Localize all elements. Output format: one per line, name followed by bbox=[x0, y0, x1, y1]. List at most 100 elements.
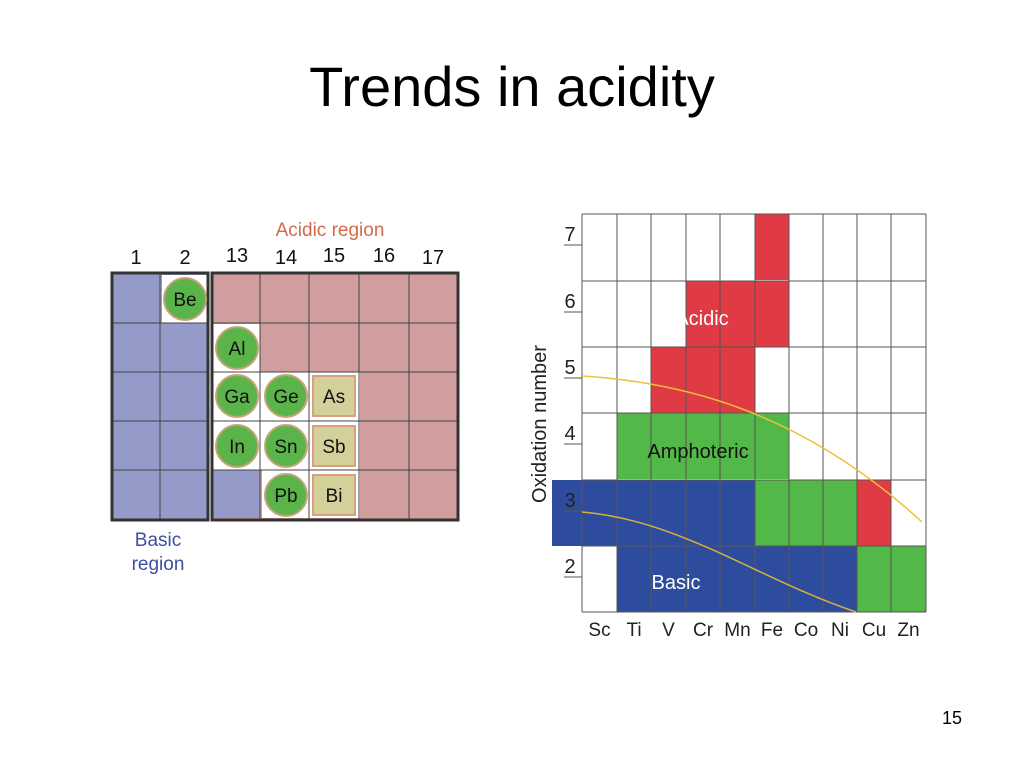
empty-cell bbox=[823, 214, 857, 280]
upper-trend-line bbox=[581, 375, 923, 523]
empty-cell bbox=[857, 281, 891, 347]
empty-cell bbox=[582, 214, 617, 280]
empty-cell bbox=[582, 546, 617, 612]
oxidation-chart: Acidic Amphoteric Basic 7 6 5 4 3 2 Sc Ti V Cr Mn… bbox=[529, 213, 927, 641]
empty-cell bbox=[651, 214, 686, 280]
amphoteric-cell bbox=[686, 413, 720, 479]
main-block-border bbox=[210, 271, 460, 522]
element-symbol: Sn bbox=[274, 437, 297, 458]
empty-cell bbox=[617, 281, 651, 347]
element-cell: Ga bbox=[215, 374, 259, 418]
group-header: 13 bbox=[226, 245, 248, 267]
empty-cell bbox=[891, 347, 926, 413]
y-tick-label: 3 bbox=[564, 490, 575, 512]
group-header: 1 bbox=[130, 247, 141, 269]
y-axis-label: Oxidation number bbox=[529, 345, 551, 503]
empty-cell bbox=[755, 347, 789, 413]
empty-cell bbox=[789, 214, 823, 280]
amphoteric-cell bbox=[651, 413, 686, 479]
x-axis-label: Co bbox=[794, 620, 818, 641]
empty-cell bbox=[823, 347, 857, 413]
element-cell: Al bbox=[215, 326, 259, 370]
acidic-region-label: Acidic region bbox=[276, 220, 385, 241]
x-axis-label: Ti bbox=[626, 620, 641, 641]
element-cell: Sn bbox=[264, 424, 308, 468]
x-axis-label: Zn bbox=[897, 620, 919, 641]
acidic-cell bbox=[720, 347, 755, 413]
element-cell: Bi bbox=[312, 474, 356, 516]
amphoteric-cell bbox=[891, 546, 926, 612]
x-axis-label: V bbox=[662, 620, 675, 641]
x-axis-label: Ni bbox=[831, 620, 849, 641]
element-symbol: Al bbox=[229, 339, 246, 360]
empty-cell bbox=[651, 281, 686, 347]
acidic-region-text: Acidic bbox=[675, 308, 728, 330]
empty-cell bbox=[582, 347, 617, 413]
empty-cell bbox=[891, 480, 926, 546]
acidic-cell bbox=[755, 281, 789, 347]
empty-cell bbox=[582, 281, 617, 347]
group-header: 14 bbox=[275, 247, 297, 269]
x-axis-label: Cu bbox=[862, 620, 886, 641]
group-header: 16 bbox=[373, 245, 395, 267]
page-number: 15 bbox=[941, 708, 962, 728]
amphoteric-cell bbox=[720, 413, 755, 479]
basic-cell bbox=[617, 480, 651, 546]
basic-cell bbox=[552, 480, 617, 546]
amphoteric-cell bbox=[755, 413, 789, 479]
amphoteric-cell bbox=[755, 480, 789, 546]
empty-cell bbox=[823, 413, 857, 479]
element-cell: As bbox=[312, 375, 356, 417]
amphoteric-region-text: Amphoteric bbox=[647, 441, 748, 463]
group-header: 17 bbox=[422, 247, 444, 269]
basic-cell bbox=[686, 480, 720, 546]
acidic-cell bbox=[686, 347, 720, 413]
element-symbol: In bbox=[229, 437, 245, 458]
empty-cell bbox=[823, 281, 857, 347]
empty-cell bbox=[686, 214, 720, 280]
acidic-cell bbox=[857, 480, 891, 546]
basic-cell bbox=[651, 546, 686, 612]
element-symbol: Be bbox=[173, 290, 196, 311]
empty-cell bbox=[789, 281, 823, 347]
empty-cell bbox=[617, 214, 651, 280]
acidic-cell bbox=[720, 281, 755, 347]
x-axis-label: Cr bbox=[693, 620, 714, 641]
periodic-grid-lines bbox=[112, 273, 458, 520]
basic-cell bbox=[686, 546, 720, 612]
y-tick-label: 5 bbox=[564, 357, 575, 379]
element-cell: Ge bbox=[264, 374, 308, 418]
amphoteric-cell bbox=[857, 546, 891, 612]
element-symbol: Pb bbox=[274, 486, 297, 507]
empty-cell bbox=[857, 347, 891, 413]
oxidation-grid-lines bbox=[581, 213, 927, 613]
basic-cell bbox=[755, 546, 789, 612]
y-tick-label: 4 bbox=[564, 423, 575, 445]
basic-cell bbox=[789, 546, 823, 612]
acidic-cell bbox=[651, 347, 686, 413]
empty-cell bbox=[582, 413, 617, 479]
empty-cell bbox=[891, 413, 926, 479]
element-symbol: Sb bbox=[322, 437, 345, 458]
basic-block-border bbox=[110, 271, 210, 522]
y-tick-label: 2 bbox=[564, 556, 575, 578]
empty-cell bbox=[720, 214, 755, 280]
basic-region-label-line1: Basic bbox=[135, 530, 181, 551]
basic-cell bbox=[651, 480, 686, 546]
empty-cell bbox=[857, 413, 891, 479]
empty-cell bbox=[789, 413, 823, 479]
empty-cell bbox=[857, 214, 891, 280]
x-axis-label: Mn bbox=[724, 620, 750, 641]
element-cell: Be bbox=[163, 277, 207, 321]
y-tick-label: 6 bbox=[564, 291, 575, 313]
basic-cell bbox=[823, 546, 857, 612]
group-header: 15 bbox=[323, 245, 345, 267]
element-symbol: Ga bbox=[224, 387, 250, 408]
basic-region-text: Basic bbox=[652, 572, 701, 594]
basic-cell bbox=[720, 546, 755, 612]
basic-region-label-line2: region bbox=[132, 554, 185, 575]
periodic-table-diagram: Acidic region 1 2 13 14 15 16 17 Be Al Ga bbox=[110, 220, 460, 575]
basic-cell bbox=[720, 480, 755, 546]
y-axis-ticks: 7 6 5 4 3 2 bbox=[564, 224, 582, 578]
basic-cell bbox=[212, 470, 260, 518]
